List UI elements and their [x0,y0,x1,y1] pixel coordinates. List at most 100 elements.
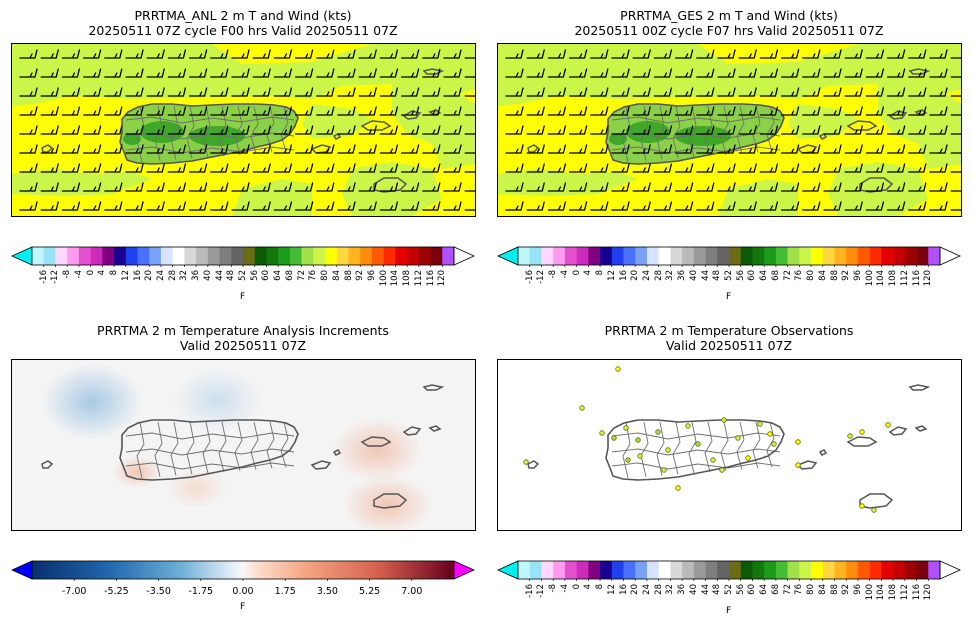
wind-barb [337,125,356,135]
wind-barb [653,49,673,59]
wind-barb [40,106,59,116]
wind-barb [738,125,757,135]
wind-barb [780,68,800,78]
colorbar-swatch [588,247,601,265]
wind-barb [632,201,651,211]
wind-barb [188,49,208,59]
wind-barb [717,49,736,59]
puerto-rico-island [605,103,785,165]
wind-barb [379,125,399,135]
colorbar-swatch [928,561,941,579]
colorbar-swatch [916,561,929,579]
wind-barb [104,125,123,135]
culebra-island [360,120,392,131]
wind-barb [19,87,38,97]
observation-point [745,455,751,461]
wind-barb [19,144,38,154]
wind-barb [125,125,144,135]
colorbar-tick-label: 8 [595,270,606,276]
wind-barb [167,125,187,135]
colorbar-tick-label: 16 [618,270,629,281]
wind-barb [19,68,38,78]
analysis-increment-map [12,360,475,530]
wind-barb [464,170,475,173]
wind-barb [674,182,694,192]
observation-point [695,441,701,447]
wind-barb [273,49,293,59]
colorbar-swatch [916,247,929,265]
colorbar-tick-label: 32 [179,270,190,281]
colorbar-tick-label: 20 [630,270,641,281]
colorbar-tick-label: 112 [413,270,424,287]
colorbar-swatch [834,247,847,265]
wind-barb [611,68,630,78]
municipality-line [218,421,227,473]
colorbar-swatch [553,561,566,579]
wind-barb [125,106,144,116]
colorbar-swatch [787,561,800,579]
wind-barb [400,49,420,59]
wind-barb [717,144,736,154]
wind-barb [422,68,441,78]
wind-barb [167,68,187,78]
wind-barb [590,87,609,97]
colorbar-tick-label: 16 [618,584,629,595]
wind-barb [526,87,545,97]
colorbar-swatch [635,247,648,265]
colorbar-tick-label: 60 [747,270,758,281]
wind-barb [547,125,567,135]
wind-barb [696,182,715,192]
temperature-region [675,126,731,146]
municipality-line [125,448,295,456]
wind-barb [294,49,314,59]
panel2-map [497,43,962,217]
wind-barb [188,201,208,211]
colorbar-tick-label: 24 [641,584,652,595]
wind-barb [696,163,715,173]
cayo-island [332,449,342,456]
wind-barb [40,49,59,59]
colorbar-swatch [752,247,765,265]
wind-barb [526,144,545,154]
colorbar-swatch [846,561,859,579]
wind-barb [929,163,948,173]
wind-barb [738,182,757,192]
wind-barb [547,201,567,211]
wind-barb [61,68,81,78]
colorbar-unit-label: F [240,602,246,612]
wind-barb [210,163,229,173]
colorbar-tick-label: -7.00 [61,586,87,597]
wind-barb [505,87,524,97]
cayo-island [818,449,828,456]
wind-barb [210,49,229,59]
wind-barb [611,125,630,135]
wind-barb [780,201,800,211]
anegada-island [422,384,445,391]
wind-barb [526,68,545,78]
wind-barb [40,125,59,135]
colorbar-tick-label: 96 [852,584,863,595]
colorbar-swatch [611,561,624,579]
wind-barb [632,49,651,59]
panel3-title-line2: Valid 20250511 07Z [179,338,307,353]
colorbar-tick-label: 20 [144,270,155,281]
st-thomas-island [402,110,422,120]
wind-barb [759,163,779,173]
wind-barb [379,182,399,192]
vieques-island [796,460,818,470]
panel2-title-line2: 20250511 00Z cycle F07 hrs Valid 2025051… [574,23,884,38]
colorbar-swatch [90,247,103,265]
wind-barb [802,144,821,154]
wind-barb [82,144,102,154]
colorbar-swatch [371,247,384,265]
municipality-line [672,105,681,159]
observation-point [771,441,777,447]
wind-barb [167,49,187,59]
colorbar-swatch [55,247,68,265]
wind-barb [443,201,462,211]
colorbar-tick-label: 92 [841,584,852,595]
municipality-boundaries [125,421,295,479]
colorbar-tick-label: 84 [817,270,828,281]
wind-barb [167,163,187,173]
colorbar-swatch [32,247,45,265]
